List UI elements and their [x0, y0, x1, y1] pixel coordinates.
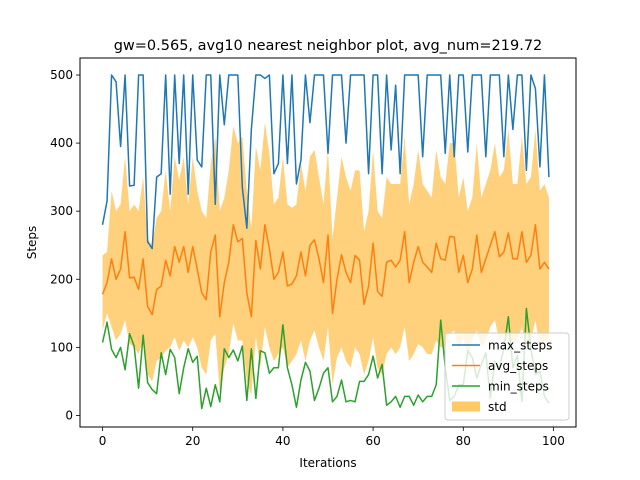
y-tick-label: 200	[50, 272, 73, 286]
y-tick-label: 400	[50, 136, 73, 150]
chart-title: gw=0.565, avg10 nearest neighbor plot, a…	[114, 38, 543, 54]
x-tick-label: 0	[99, 434, 107, 448]
y-tick-label: 500	[50, 68, 73, 82]
plot-frame	[79, 57, 577, 428]
x-axis: 0 20 40 60 80 100	[99, 427, 565, 448]
legend-label: avg_steps	[488, 359, 548, 373]
legend-label: max_steps	[488, 339, 552, 353]
y-axis-title: Steps	[25, 226, 39, 260]
y-axis: 0 100 200 300 400 500	[50, 68, 80, 422]
legend-box	[444, 332, 570, 421]
max-steps-line	[101, 74, 550, 250]
x-tick-label: 20	[185, 434, 200, 448]
avg-steps-line	[101, 224, 550, 318]
y-tick-label: 300	[50, 204, 73, 218]
legend-swatch-std	[452, 401, 480, 412]
x-tick-label: 60	[365, 434, 380, 448]
y-tick-label: 100	[50, 340, 73, 354]
x-axis-title: Iterations	[299, 456, 356, 470]
legend-label: min_steps	[488, 380, 549, 394]
legend-label: std	[488, 400, 507, 414]
x-tick-label: 40	[275, 434, 290, 448]
x-tick-label: 80	[456, 434, 471, 448]
y-tick-label: 0	[65, 408, 73, 422]
x-tick-label: 100	[542, 434, 565, 448]
